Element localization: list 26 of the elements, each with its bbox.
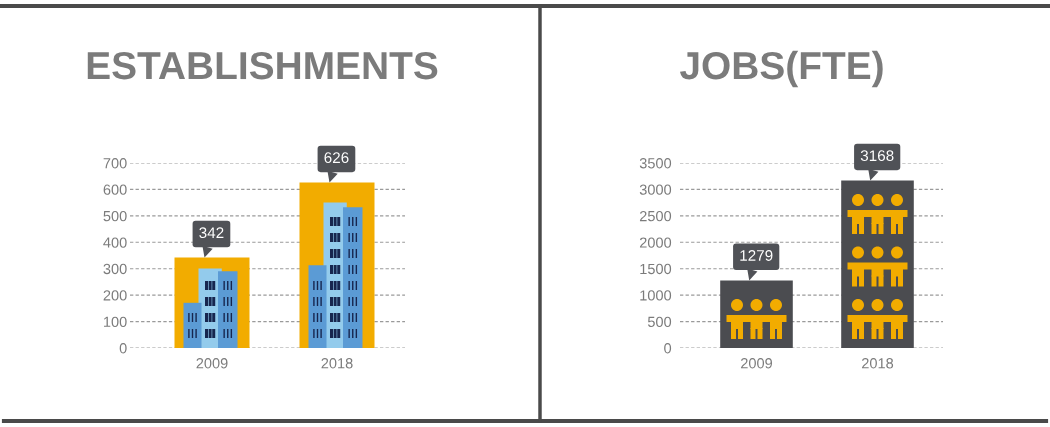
data-label: 3168 xyxy=(860,150,894,162)
data-label: 342 xyxy=(199,227,224,239)
y-tick-label: 400 xyxy=(103,237,127,248)
data-label: 626 xyxy=(324,152,349,164)
y-tick-label: 3500 xyxy=(639,158,672,169)
x-tick-label: 2018 xyxy=(321,358,353,369)
y-tick-label: 100 xyxy=(104,316,127,327)
y-tick-label: 200 xyxy=(103,290,127,301)
y-tick-label: 700 xyxy=(103,158,127,169)
y-tick-label: 500 xyxy=(103,210,127,222)
y-tick-label: 500 xyxy=(647,316,672,327)
x-tick-label: 2009 xyxy=(741,358,773,369)
y-tick-label: 3000 xyxy=(639,184,672,195)
chart-title: ESTABLISHMENTS xyxy=(87,51,438,80)
y-tick-label: 2500 xyxy=(639,210,672,222)
chart-title: JOBS(FTE) xyxy=(679,50,883,88)
y-tick-label: 600 xyxy=(103,184,127,195)
data-label: 1279 xyxy=(740,250,773,261)
y-tick-label: 0 xyxy=(119,343,127,354)
x-tick-label: 2018 xyxy=(862,358,894,369)
y-tick-label: 300 xyxy=(103,263,127,275)
y-tick-label: 1500 xyxy=(640,263,672,275)
y-tick-label: 1000 xyxy=(640,290,672,301)
y-tick-label: 0 xyxy=(664,343,672,354)
y-tick-label: 2000 xyxy=(639,237,672,248)
x-tick-label: 2009 xyxy=(196,358,228,369)
